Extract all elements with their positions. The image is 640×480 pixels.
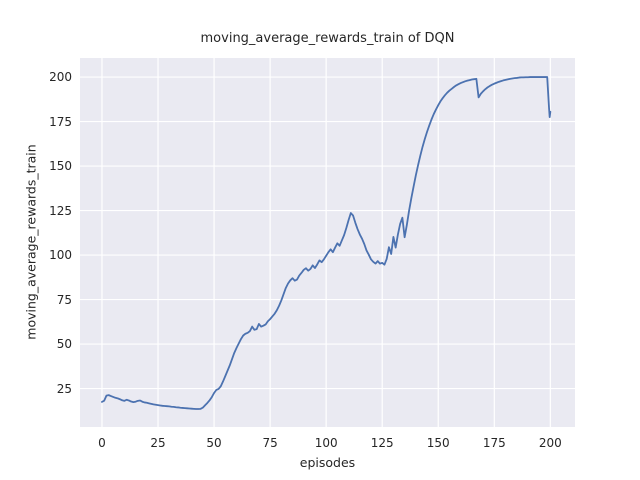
x-tick-label: 100 [314,436,338,450]
x-axis-label: episodes [299,455,356,470]
x-tick-label: 175 [482,436,506,450]
plot-area: 0 25 50 75 100 125 150 175 200 25 50 75 100 125 150 17… [49,58,575,450]
y-tick-label: 50 [56,336,72,351]
x-tick-label: 200 [538,436,562,450]
x-tick-label: 0 [98,436,106,450]
series-line [101,76,552,410]
x-tick-label: 150 [426,436,450,450]
y-tick-label: 100 [49,247,72,262]
x-tick-label: 75 [262,436,278,450]
x-tick-label: 50 [206,436,222,450]
line-chart-svg [80,58,575,427]
y-tick-label: 150 [49,158,72,173]
y-tick-label: 75 [56,292,72,307]
y-tick-label: 25 [56,381,72,396]
x-tick-label: 125 [370,436,394,450]
x-tick-label: 25 [150,436,166,450]
y-axis-label: moving_average_rewards_train [23,144,39,340]
y-tick-label: 125 [49,203,72,218]
y-tick-label: 200 [49,69,72,84]
chart-title: moving_average_rewards_train of DQN [200,31,455,46]
y-tick-label: 175 [49,114,72,129]
